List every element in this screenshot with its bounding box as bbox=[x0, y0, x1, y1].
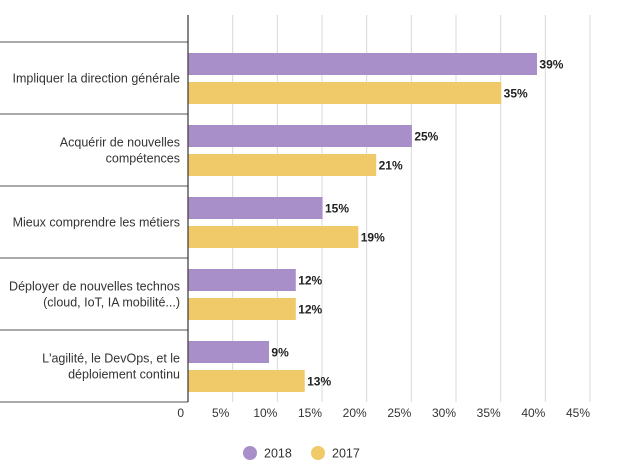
data-label: 12% bbox=[298, 303, 322, 317]
x-tick-label: 25% bbox=[387, 406, 411, 420]
legend-swatch-2017 bbox=[311, 446, 325, 460]
category-label: Acquérir de nouvelles bbox=[60, 136, 180, 150]
data-label: 39% bbox=[539, 58, 563, 72]
x-tick-label: 20% bbox=[343, 406, 367, 420]
category-labels: Impliquer la direction générale Acquérir … bbox=[9, 72, 180, 382]
x-tick-label: 5% bbox=[212, 406, 230, 420]
x-tick-label: 30% bbox=[432, 406, 456, 420]
x-tick-labels: 0 5% 10% 15% 20% 25% 30% 35% 40% 45% bbox=[177, 406, 590, 420]
bar-2018 bbox=[188, 197, 323, 219]
data-label: 21% bbox=[379, 159, 403, 173]
legend-label-2017: 2017 bbox=[332, 447, 360, 461]
category-label: (cloud, IoT, IA mobilité...) bbox=[43, 296, 180, 310]
bar-2018 bbox=[188, 125, 412, 147]
legend-label-2018: 2018 bbox=[264, 447, 292, 461]
data-label: 15% bbox=[325, 202, 349, 216]
data-label: 12% bbox=[298, 274, 322, 288]
bar-2017 bbox=[188, 298, 296, 320]
legend-swatch-2018 bbox=[243, 446, 257, 460]
x-tick-label: 40% bbox=[521, 406, 545, 420]
x-tick-label: 15% bbox=[298, 406, 322, 420]
grid-lines bbox=[232, 15, 591, 402]
data-labels: 39% 35% 25% 21% 15% 19% 12% 12% 9% 13% bbox=[271, 58, 563, 389]
x-tick-label: 10% bbox=[253, 406, 277, 420]
data-label: 19% bbox=[361, 231, 385, 245]
bar-2018 bbox=[188, 341, 269, 363]
data-label: 13% bbox=[307, 375, 331, 389]
bar-2018 bbox=[188, 53, 537, 75]
category-label: compétences bbox=[106, 152, 180, 166]
bar-2018 bbox=[188, 269, 296, 291]
data-label: 9% bbox=[271, 346, 289, 360]
x-tick-label: 35% bbox=[477, 406, 501, 420]
bar-2017 bbox=[188, 82, 502, 104]
x-tick-label: 0 bbox=[177, 406, 184, 420]
legend: 2018 2017 bbox=[243, 446, 360, 461]
category-label: Déployer de nouvelles technos bbox=[9, 280, 180, 294]
axes bbox=[0, 15, 189, 403]
category-label: Mieux comprendre les métiers bbox=[13, 216, 180, 230]
x-tick-label: 45% bbox=[566, 406, 590, 420]
category-label: déploiement continu bbox=[68, 368, 180, 382]
category-label: Impliquer la direction générale bbox=[13, 72, 181, 86]
bar-2017 bbox=[188, 154, 377, 176]
data-label: 25% bbox=[414, 130, 438, 144]
bar-2017 bbox=[188, 370, 305, 392]
data-label: 35% bbox=[504, 87, 528, 101]
bars bbox=[188, 53, 537, 392]
bar-2017 bbox=[188, 226, 359, 248]
category-label: L'agilité, le DevOps, et le bbox=[42, 352, 180, 366]
